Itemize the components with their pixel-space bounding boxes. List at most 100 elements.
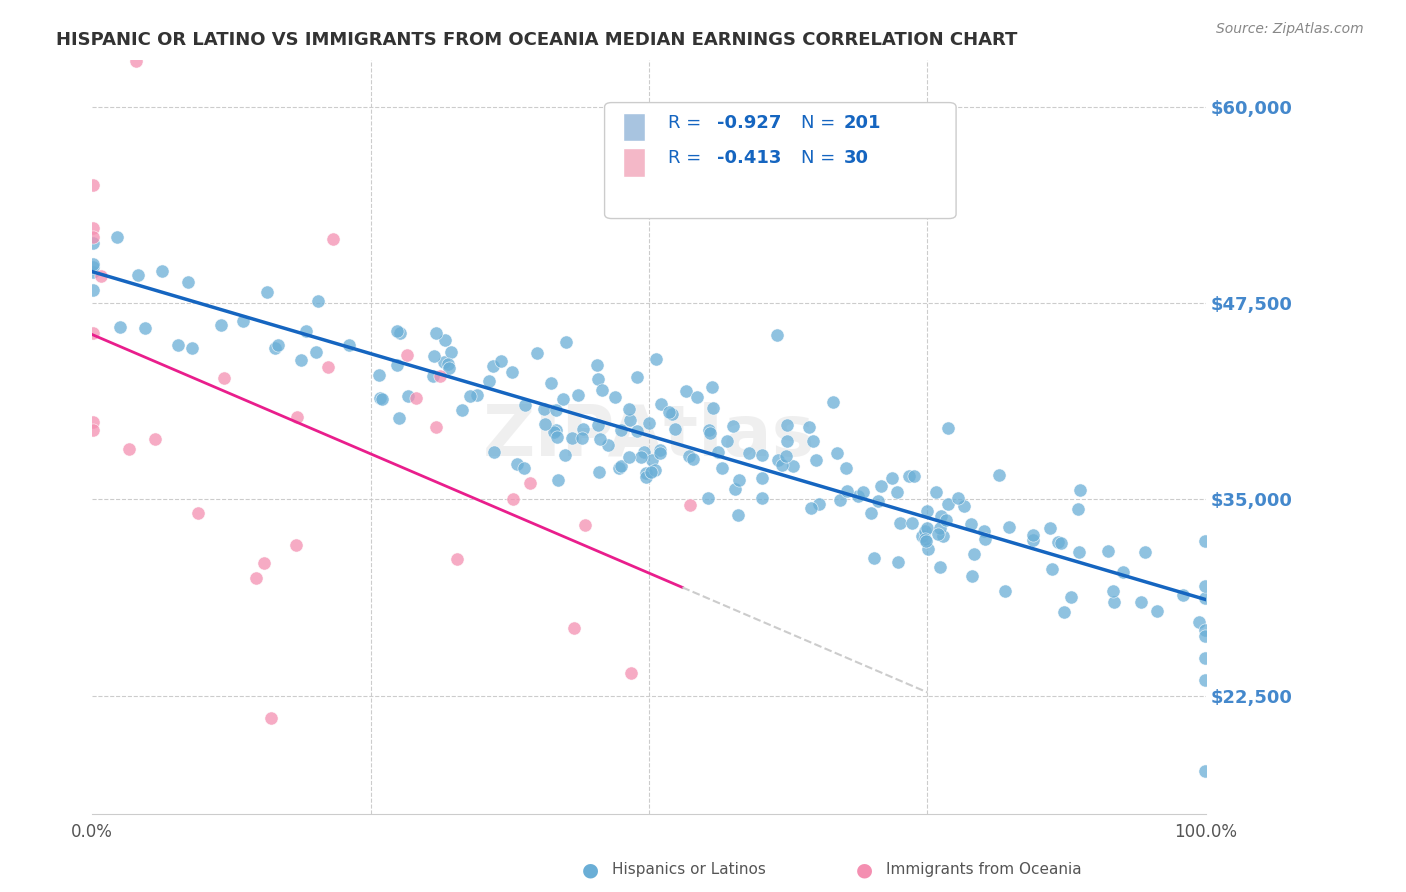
Point	[637, 416, 659, 430]
Point	[82, 235, 104, 250]
Point	[607, 460, 630, 475]
Point	[915, 504, 938, 518]
Point	[936, 421, 959, 435]
Point	[770, 458, 793, 472]
Point	[1102, 583, 1125, 598]
Point	[641, 452, 664, 467]
Point	[544, 402, 567, 417]
Text: 201: 201	[844, 113, 882, 131]
Point	[211, 318, 233, 332]
Point	[555, 335, 578, 350]
Point	[882, 471, 904, 485]
Point	[82, 326, 104, 340]
Point	[911, 529, 934, 543]
Point	[765, 328, 787, 343]
Point	[82, 283, 104, 297]
Point	[835, 460, 858, 475]
Text: ●: ●	[856, 860, 873, 880]
Point	[751, 448, 773, 462]
Point	[887, 555, 910, 569]
Point	[82, 257, 104, 271]
Point	[502, 492, 524, 507]
Point	[917, 542, 939, 557]
Point	[915, 521, 938, 535]
Point	[1129, 594, 1152, 608]
Point	[634, 466, 657, 480]
Point	[1104, 595, 1126, 609]
Point	[889, 516, 911, 530]
Point	[1194, 673, 1216, 687]
Point	[775, 434, 797, 448]
Point	[630, 450, 652, 465]
Point	[533, 417, 555, 432]
Point	[1194, 651, 1216, 665]
Text: ●: ●	[582, 860, 599, 880]
Point	[925, 484, 948, 499]
Point	[634, 469, 657, 483]
Point	[686, 390, 709, 404]
Text: -0.927: -0.927	[717, 113, 782, 131]
Point	[1194, 591, 1216, 605]
Point	[675, 384, 697, 399]
Point	[90, 268, 112, 283]
Point	[821, 395, 844, 409]
Text: N =: N =	[801, 149, 841, 167]
Point	[143, 432, 166, 446]
Point	[425, 326, 447, 340]
Point	[825, 445, 848, 459]
Text: Immigrants from Oceania: Immigrants from Oceania	[886, 863, 1081, 877]
Point	[127, 268, 149, 282]
Point	[307, 293, 329, 308]
Point	[482, 359, 505, 373]
Point	[699, 423, 721, 437]
Point	[644, 351, 666, 366]
Point	[837, 483, 859, 498]
Point	[946, 491, 969, 506]
Point	[901, 516, 924, 530]
Point	[1194, 534, 1216, 549]
Point	[1022, 533, 1045, 548]
Text: R =: R =	[668, 149, 707, 167]
Point	[994, 583, 1017, 598]
Point	[775, 449, 797, 463]
Point	[716, 434, 738, 448]
Point	[782, 459, 804, 474]
Point	[526, 345, 548, 359]
Point	[617, 402, 640, 417]
Point	[1194, 624, 1216, 638]
Point	[610, 458, 633, 473]
Point	[214, 370, 236, 384]
Point	[422, 368, 444, 383]
Point	[626, 425, 648, 439]
Point	[914, 532, 936, 546]
Point	[803, 434, 825, 448]
Point	[433, 333, 456, 347]
Point	[679, 499, 702, 513]
Point	[658, 405, 681, 419]
Point	[998, 519, 1021, 533]
Point	[1135, 545, 1157, 559]
Point	[284, 538, 307, 552]
Point	[886, 485, 908, 500]
Text: Hispanics or Latinos: Hispanics or Latinos	[612, 863, 765, 877]
Point	[433, 354, 456, 368]
Point	[1097, 543, 1119, 558]
Point	[929, 560, 952, 574]
Point	[678, 449, 700, 463]
Point	[571, 430, 593, 444]
Point	[388, 326, 411, 340]
Text: -0.413: -0.413	[717, 149, 782, 167]
Point	[588, 465, 610, 479]
Point	[664, 422, 686, 436]
Point	[929, 521, 952, 535]
Point	[540, 376, 562, 391]
Point	[751, 491, 773, 506]
Point	[82, 229, 104, 244]
Point	[544, 424, 567, 438]
Point	[707, 445, 730, 459]
Point	[846, 489, 869, 503]
Point	[914, 524, 936, 538]
Point	[505, 458, 527, 472]
Point	[700, 380, 723, 394]
Point	[305, 344, 328, 359]
